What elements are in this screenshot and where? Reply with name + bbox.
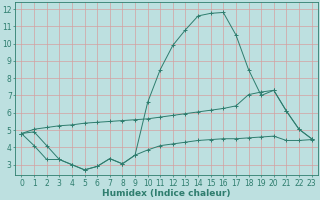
X-axis label: Humidex (Indice chaleur): Humidex (Indice chaleur) (102, 189, 231, 198)
